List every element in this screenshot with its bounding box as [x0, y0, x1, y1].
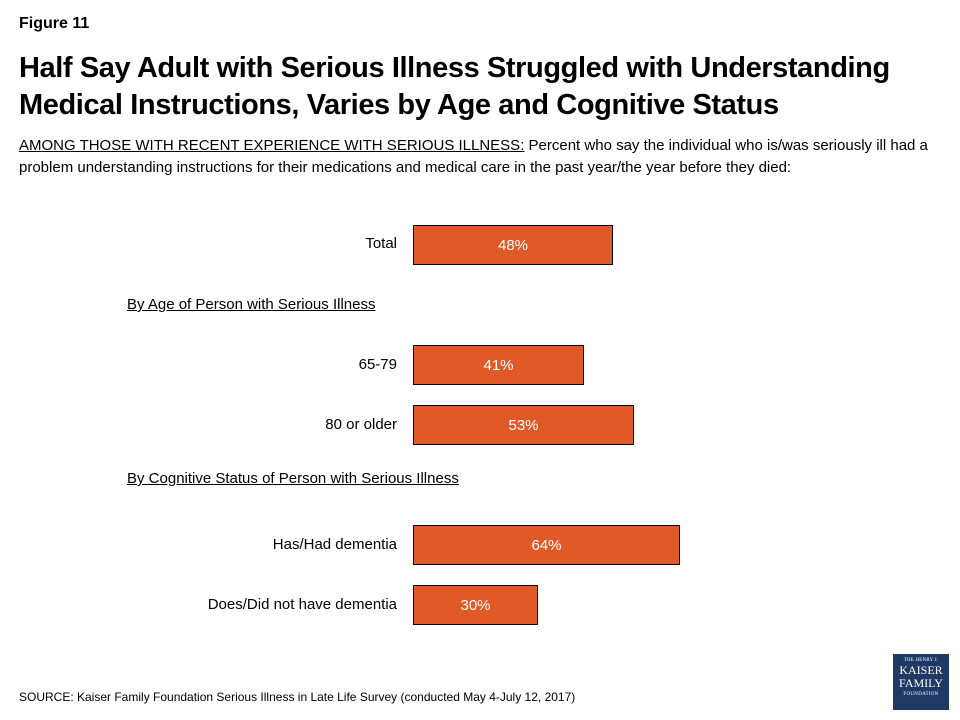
category-label-total: Total	[365, 235, 397, 252]
bar-total: 48%	[413, 225, 613, 265]
data-label-total: 48%	[497, 236, 529, 254]
bar-has-dementia: 64%	[413, 525, 680, 565]
category-label-has-dementia: Has/Had dementia	[272, 536, 397, 553]
page-title: Half Say Adult with Serious Illness Stru…	[19, 52, 890, 121]
logo-line-2: KAISER	[899, 663, 943, 677]
kff-logo: THE HENRY J. KAISER FAMILY FOUNDATION	[893, 654, 949, 710]
category-label-no-dementia: Does/Did not have dementia	[207, 596, 397, 613]
bar-80-or-older: 53%	[413, 405, 634, 445]
logo-line-4: FOUNDATION	[903, 692, 939, 697]
section-label-cognitive: By Cognitive Status of Person with Serio…	[127, 470, 459, 487]
logo-line-3: FAMILY	[899, 676, 943, 690]
figure-label: Figure 11	[19, 15, 90, 32]
bar-no-dementia: 30%	[413, 585, 538, 625]
logo-line-1: THE HENRY J.	[903, 658, 939, 663]
section-label-age: By Age of Person with Serious Illness	[127, 296, 376, 313]
source-note: SOURCE: Kaiser Family Foundation Serious…	[19, 690, 576, 704]
data-label-no-dementia: 30%	[460, 596, 491, 614]
subtitle-lead: AMONG THOSE WITH RECENT EXPERIENCE WITH …	[19, 137, 525, 154]
subtitle-text: Percent who say the individual who is/wa…	[19, 137, 928, 176]
chart-subtitle: AMONG THOSE WITH RECENT EXPERIENCE WITH …	[19, 135, 934, 179]
data-label-80-or-older: 53%	[508, 416, 539, 434]
bar-65-79: 41%	[413, 345, 584, 385]
category-label-65-79: 65-79	[358, 356, 397, 373]
category-label-80-or-older: 80 or older	[325, 416, 397, 433]
data-label-65-79: 41%	[483, 356, 514, 374]
data-label-has-dementia: 64%	[531, 536, 562, 554]
